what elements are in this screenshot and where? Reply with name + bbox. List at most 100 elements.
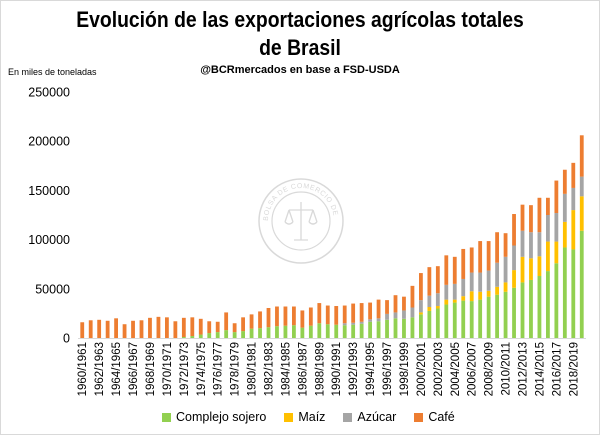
- bar-cafe: [427, 267, 432, 296]
- bar-cafe: [139, 320, 144, 338]
- x-tick-label: 2014/2015: [534, 342, 546, 396]
- bar-azucar: [410, 307, 415, 318]
- bar-soja: [317, 323, 322, 338]
- bar-soja: [520, 282, 525, 338]
- bar-cafe: [486, 241, 491, 271]
- x-tick-label: 1974/1975: [196, 342, 208, 396]
- bar-maiz: [478, 291, 483, 300]
- bar-azucar: [486, 270, 491, 291]
- x-tick-label: 2008/2009: [484, 342, 496, 396]
- bar-azucar: [342, 323, 347, 326]
- watermark-seal-icon: BOLSA DE COMERCIO DE ROSARIO: [256, 176, 344, 264]
- bar-cafe: [249, 314, 254, 329]
- bar-soja: [452, 302, 457, 338]
- bar-cafe: [97, 319, 102, 338]
- x-tick-label: 1994/1995: [365, 342, 377, 396]
- bar-azucar: [554, 213, 559, 242]
- bar-soja: [537, 276, 542, 338]
- bar-soja: [444, 304, 449, 338]
- y-tick-label: 250000: [28, 86, 70, 100]
- x-tick-label: 2018/2019: [568, 342, 580, 396]
- bar-cafe: [215, 321, 220, 333]
- y-unit-label: En miles de toneladas: [8, 67, 97, 77]
- x-tick-label: 1996/1997: [382, 342, 394, 396]
- bar-cafe: [80, 322, 85, 338]
- x-tick-label: 2002/2003: [433, 342, 445, 396]
- legend-swatch-soja: [162, 412, 171, 422]
- bar-cafe: [546, 197, 550, 215]
- legend-label-azucar: Azúcar: [357, 410, 397, 424]
- bar-soja: [554, 263, 559, 338]
- legend-swatch-maiz: [284, 412, 294, 422]
- bar-cafe: [385, 300, 389, 314]
- bar-cafe: [266, 307, 271, 328]
- bar-soja: [495, 294, 500, 338]
- bar-soja: [427, 310, 432, 338]
- bar-cafe: [275, 306, 279, 327]
- bar-azucar: [351, 322, 356, 325]
- bar-maiz: [554, 241, 559, 264]
- bar-cafe: [122, 324, 127, 338]
- x-tick-label: 1964/1965: [111, 342, 123, 396]
- bar-cafe: [444, 255, 449, 285]
- bar-soja: [300, 327, 305, 338]
- bar-cafe: [131, 320, 135, 338]
- bar-azucar: [444, 284, 449, 300]
- bar-cafe: [148, 317, 152, 338]
- bar-maiz: [562, 221, 567, 248]
- bar-cafe: [165, 317, 169, 338]
- bar-cafe: [181, 317, 186, 338]
- x-tick-label: 1966/1967: [128, 342, 140, 396]
- bar-cafe: [478, 241, 483, 273]
- bar-soja: [207, 333, 212, 338]
- bar-cafe: [419, 273, 423, 301]
- bar-azucar: [478, 272, 483, 292]
- bar-soja: [283, 325, 288, 338]
- bar-maiz: [571, 210, 576, 250]
- bar-soja: [190, 336, 195, 338]
- bar-soja: [562, 247, 567, 338]
- legend-item-maiz: Maíz: [284, 409, 325, 425]
- x-tick-label: 2006/2007: [467, 342, 479, 396]
- x-tick-label: 2010/2011: [501, 342, 513, 396]
- bar-cafe: [520, 204, 525, 231]
- bar-cafe: [435, 266, 440, 294]
- bar-cafe: [503, 233, 508, 257]
- bar-soja: [224, 330, 229, 338]
- bar-azucar: [503, 256, 508, 283]
- chart-subtitle: @BCRmercados en base a FSD-USDA: [200, 64, 400, 76]
- legend-label-cafe: Café: [428, 410, 455, 424]
- x-tick-label: 1984/1985: [280, 342, 292, 396]
- bar-cafe: [317, 303, 322, 324]
- bar-maiz: [435, 306, 440, 309]
- bar-soja: [478, 299, 483, 338]
- bar-maiz: [444, 299, 449, 305]
- bar-soja: [579, 230, 584, 338]
- bar-soja: [351, 324, 356, 338]
- bar-azucar: [402, 310, 406, 319]
- bar-cafe: [359, 303, 364, 322]
- x-tick-label: 1972/1973: [179, 342, 191, 396]
- bar-maiz: [452, 299, 457, 303]
- bar-azucar: [393, 312, 398, 319]
- bar-azucar: [427, 295, 432, 308]
- bar-soja: [469, 301, 474, 338]
- bar-maiz: [546, 241, 550, 272]
- bar-soja: [461, 300, 466, 338]
- bar-soja: [512, 287, 516, 338]
- bar-cafe: [554, 180, 559, 214]
- bar-azucar: [469, 272, 474, 292]
- bar-cafe: [198, 318, 203, 335]
- bar-cafe: [224, 312, 229, 331]
- bar-cafe: [232, 323, 237, 333]
- y-tick-label: 50000: [35, 282, 70, 296]
- x-tick-label: 1960/1961: [77, 342, 89, 396]
- x-tick-label: 1968/1969: [145, 342, 157, 396]
- bar-cafe: [512, 214, 516, 246]
- bar-soja: [181, 337, 186, 338]
- x-tick-label: 1982/1983: [264, 342, 276, 396]
- bar-cafe: [571, 162, 576, 188]
- bar-soja: [376, 321, 381, 338]
- bar-maiz: [503, 282, 508, 292]
